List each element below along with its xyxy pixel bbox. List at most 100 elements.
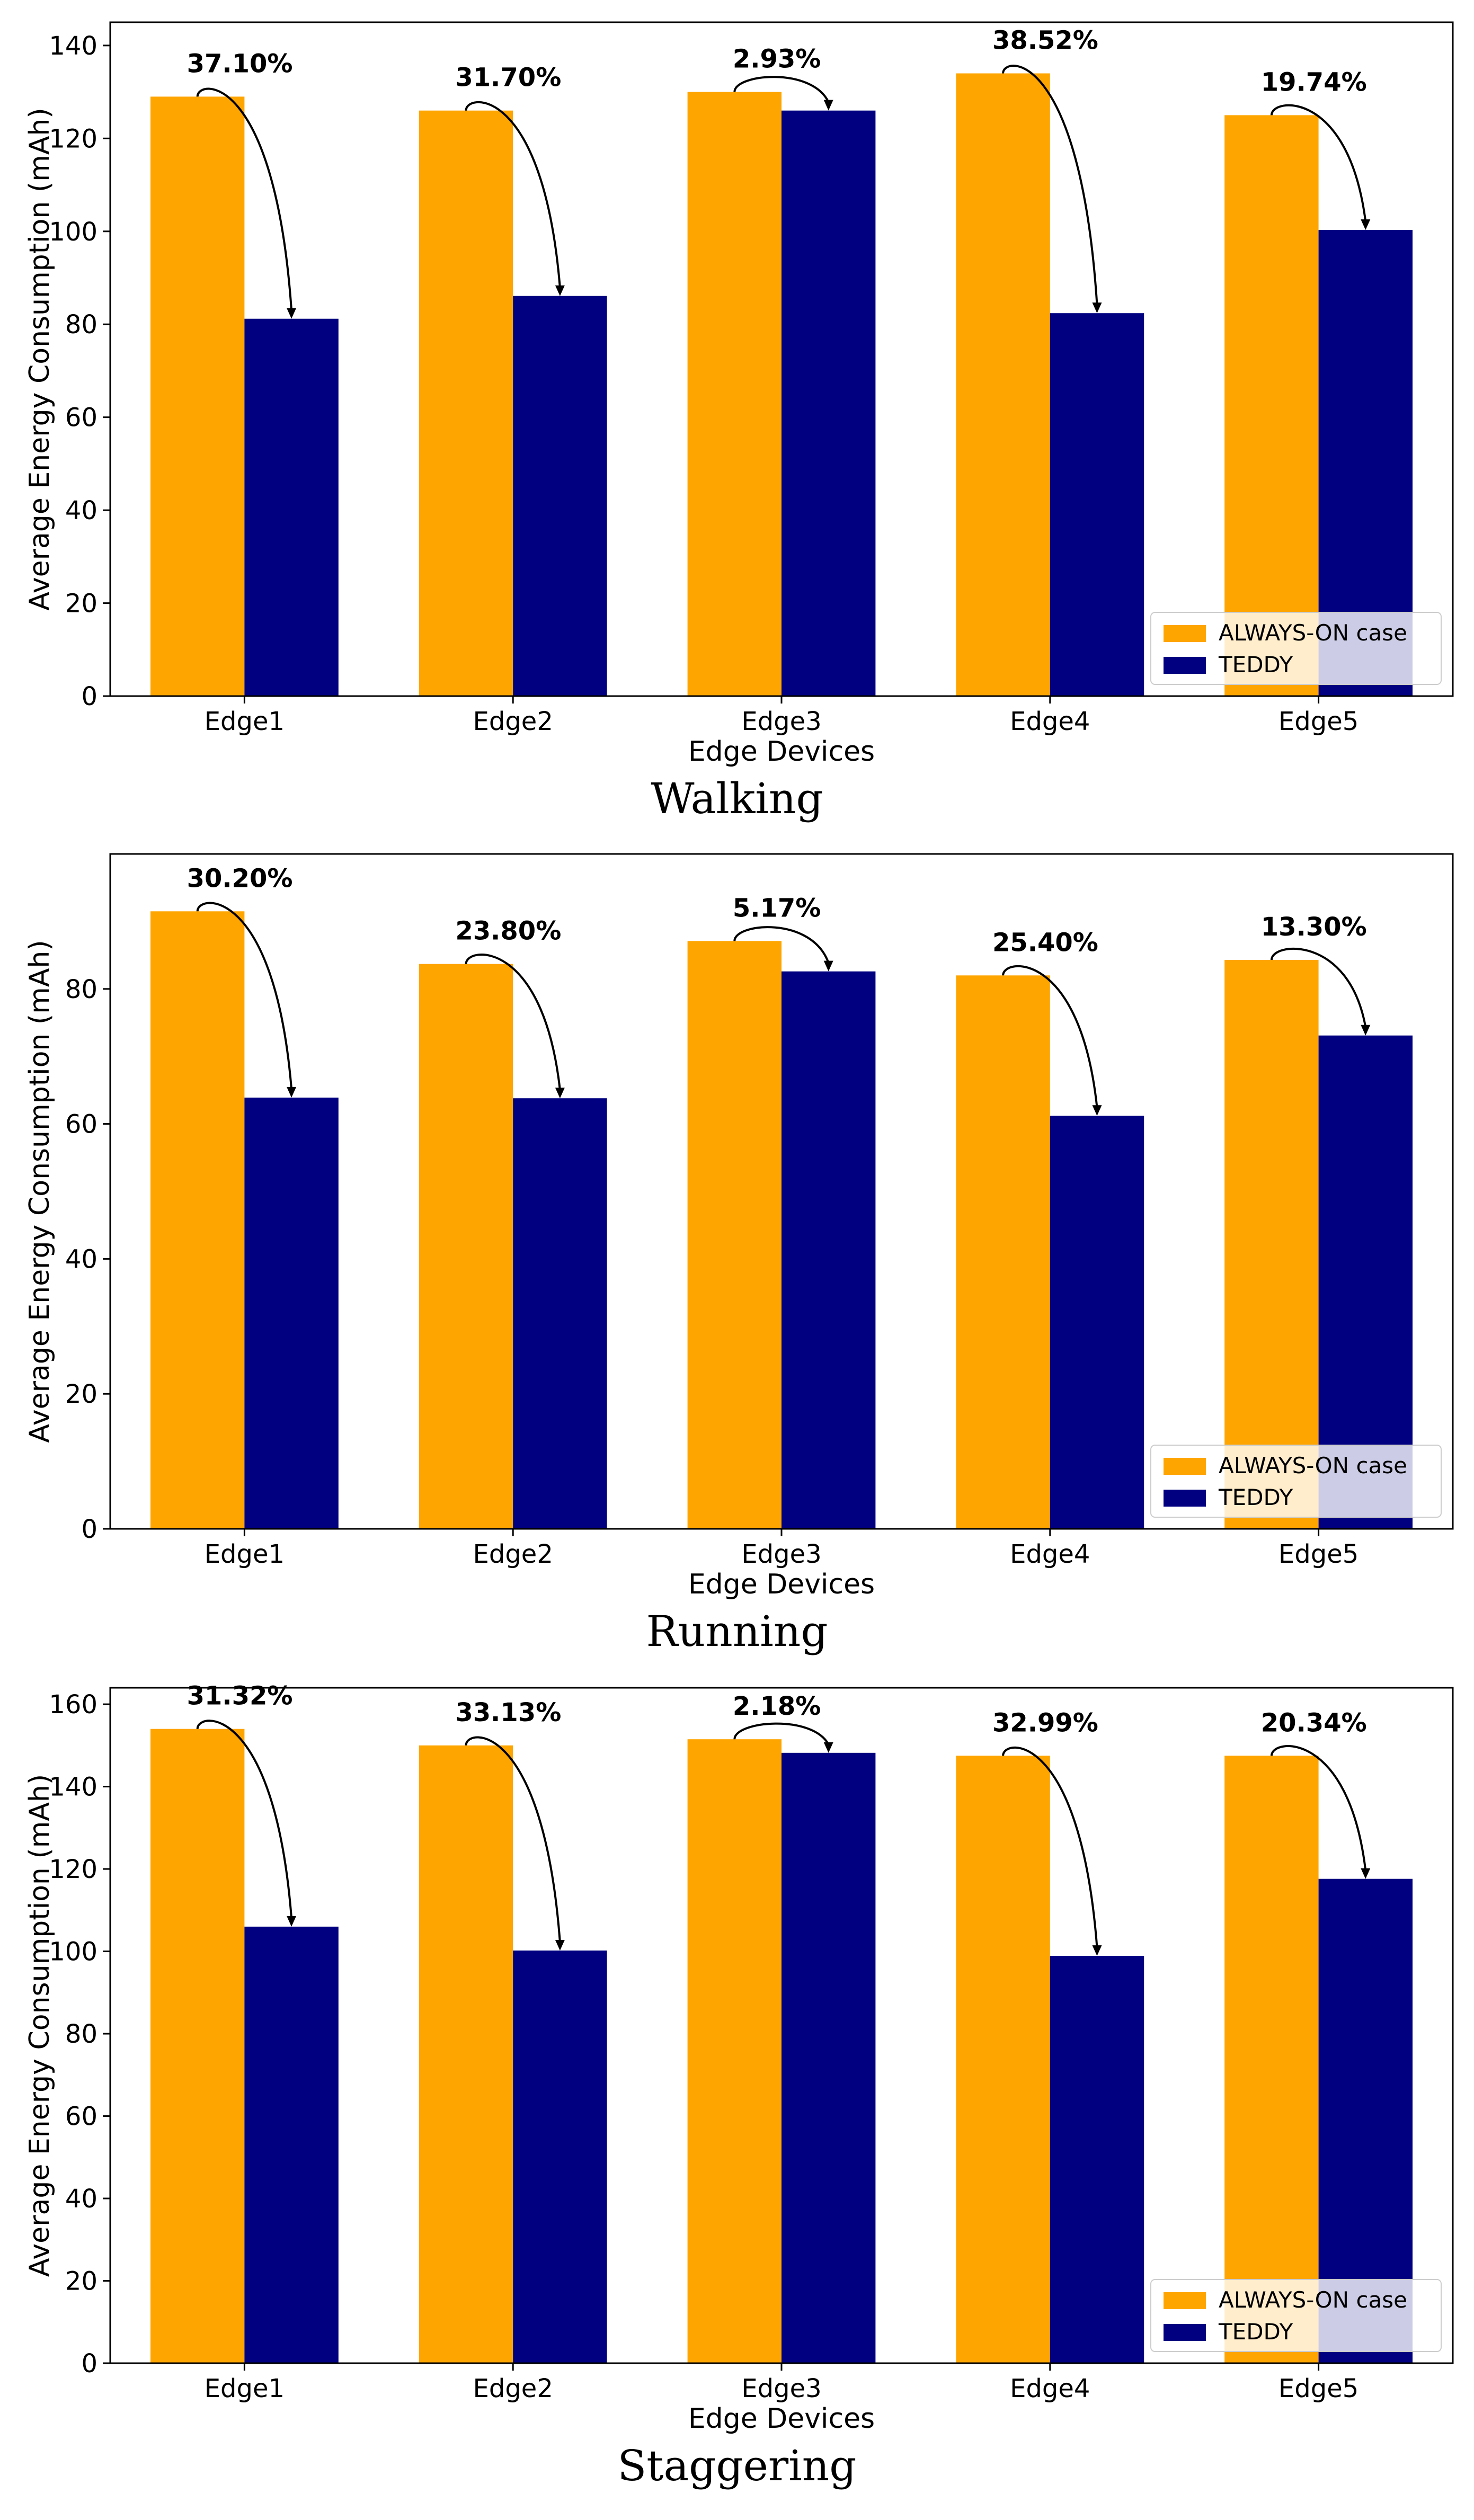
reduction-arrowhead — [555, 1088, 565, 1099]
y-tick-label: 140 — [49, 1773, 97, 1802]
x-tick-label: Edge1 — [205, 1539, 285, 1569]
bar-teddy-edge4 — [1050, 1116, 1144, 1529]
y-tick-label: 20 — [65, 589, 97, 619]
y-tick-label: 100 — [49, 1937, 97, 1967]
bar-teddy-edge2 — [513, 1951, 607, 2363]
reduction-arrowhead — [823, 100, 833, 111]
bar-teddy-edge2 — [513, 296, 607, 696]
bar-always-on-edge2 — [419, 110, 513, 697]
reduction-arrow — [1002, 1746, 1098, 1948]
reduction-arrowhead — [287, 1916, 297, 1927]
x-tick-label: Edge2 — [473, 707, 553, 736]
legend-box — [1150, 2279, 1442, 2352]
reduction-arrow — [196, 1720, 293, 1919]
x-tick-label: Edge3 — [741, 2374, 821, 2403]
legend: ALWAYS-ON case TEDDY — [1150, 1445, 1442, 1518]
x-tick-label: Edge5 — [1278, 707, 1358, 736]
y-tick-label: 60 — [65, 2102, 97, 2132]
bar-always-on-edge1 — [150, 1729, 245, 2363]
reduction-arrowhead — [1361, 219, 1371, 230]
bar-always-on-edge5 — [1224, 115, 1319, 696]
x-tick-label: Edge2 — [473, 1539, 553, 1569]
reduction-label: 19.74% — [1261, 67, 1367, 97]
legend: ALWAYS-ON case TEDDY — [1150, 612, 1442, 685]
legend-swatch-always-on — [1164, 1458, 1206, 1475]
reduction-arrow — [196, 902, 293, 1090]
y-tick-label: 0 — [81, 2349, 97, 2379]
bar-always-on-edge1 — [150, 911, 245, 1529]
legend-swatch-teddy — [1164, 2324, 1206, 2341]
x-tick-label: Edge2 — [473, 2374, 553, 2403]
legend-label-teddy: TEDDY — [1218, 652, 1293, 678]
bar-always-on-edge2 — [419, 1745, 513, 2363]
y-tick-label: 80 — [65, 975, 97, 1004]
legend-swatch-teddy — [1164, 1490, 1206, 1507]
y-tick-label: 100 — [49, 217, 97, 247]
bar-always-on-edge5 — [1224, 960, 1319, 1529]
bar-teddy-edge1 — [244, 1926, 339, 2363]
bar-teddy-edge1 — [244, 1097, 339, 1529]
x-axis-title: Edge Devices — [688, 2403, 875, 2435]
bar-teddy-edge3 — [782, 971, 876, 1529]
reduction-arrow — [1270, 104, 1367, 222]
chart-panel-2: 0 20 40 60 80 Edge1 Edge2 Edge3 Edge4 Edge5 Edge D… — [24, 853, 1454, 1656]
x-tick-label: Edge5 — [1278, 1539, 1358, 1569]
reduction-label: 32.99% — [992, 1708, 1098, 1738]
y-axis-title: Average Energy Consumption (mAh) — [24, 1774, 56, 2277]
reduction-arrow — [733, 926, 830, 964]
y-tick-label: 60 — [65, 403, 97, 433]
reduction-arrowhead — [1092, 302, 1102, 314]
bar-always-on-edge5 — [1224, 1756, 1319, 2363]
y-axis-title: Average Energy Consumption (mAh) — [24, 108, 56, 610]
legend-label-always-on: ALWAYS-ON case — [1219, 2287, 1407, 2313]
legend-label-teddy: TEDDY — [1218, 2319, 1293, 2345]
reduction-label: 2.18% — [733, 1691, 821, 1721]
reduction-arrow — [465, 954, 561, 1090]
reduction-arrowhead — [1361, 1025, 1371, 1036]
reduction-label: 2.93% — [733, 44, 821, 74]
bar-teddy-edge2 — [513, 1098, 607, 1529]
x-tick-label: Edge5 — [1278, 2374, 1358, 2403]
reduction-arrowhead — [1092, 1945, 1102, 1956]
y-tick-label: 120 — [49, 124, 97, 154]
y-tick-label: 20 — [65, 1379, 97, 1409]
legend-label-always-on: ALWAYS-ON case — [1219, 620, 1407, 646]
x-tick-label: Edge1 — [205, 2374, 285, 2403]
bar-teddy-edge3 — [782, 1752, 876, 2363]
reduction-arrow — [1270, 948, 1367, 1028]
reduction-arrow — [1002, 65, 1098, 305]
y-axis-title: Average Energy Consumption (mAh) — [24, 940, 56, 1442]
reduction-arrowhead — [555, 1940, 565, 1951]
reduction-arrowhead — [823, 1742, 833, 1753]
reduction-label: 30.20% — [187, 863, 293, 893]
reduction-arrow — [196, 87, 293, 310]
chart-caption: Staggering — [618, 2441, 857, 2490]
bar-always-on-edge3 — [687, 1739, 782, 2363]
y-tick-label: 40 — [65, 496, 97, 526]
legend-label-always-on: ALWAYS-ON case — [1219, 1453, 1407, 1479]
reduction-arrowhead — [1092, 1105, 1102, 1116]
reduction-label: 31.70% — [455, 63, 561, 93]
legend-swatch-always-on — [1164, 2292, 1206, 2309]
x-tick-label: Edge1 — [205, 707, 285, 736]
reduction-arrowhead — [287, 1087, 297, 1098]
bar-always-on-edge4 — [956, 975, 1050, 1529]
reduction-label: 20.34% — [1261, 1708, 1367, 1738]
reduction-label: 13.30% — [1261, 912, 1367, 942]
x-tick-label: Edge3 — [741, 707, 821, 736]
legend-label-teddy: TEDDY — [1218, 1484, 1293, 1510]
legend: ALWAYS-ON case TEDDY — [1150, 2279, 1442, 2352]
reduction-label: 25.40% — [992, 928, 1098, 957]
bar-always-on-edge4 — [956, 73, 1050, 696]
bar-teddy-edge1 — [244, 318, 339, 696]
reduction-arrow — [465, 101, 561, 288]
reduction-arrowhead — [823, 960, 833, 972]
reduction-arrowhead — [555, 285, 565, 296]
y-tick-label: 20 — [65, 2267, 97, 2296]
y-tick-label: 120 — [49, 1855, 97, 1884]
y-tick-label: 0 — [81, 1515, 97, 1544]
chart-caption: Walking — [651, 774, 823, 823]
reduction-arrowhead — [1361, 1868, 1371, 1879]
legend-swatch-always-on — [1164, 625, 1206, 642]
